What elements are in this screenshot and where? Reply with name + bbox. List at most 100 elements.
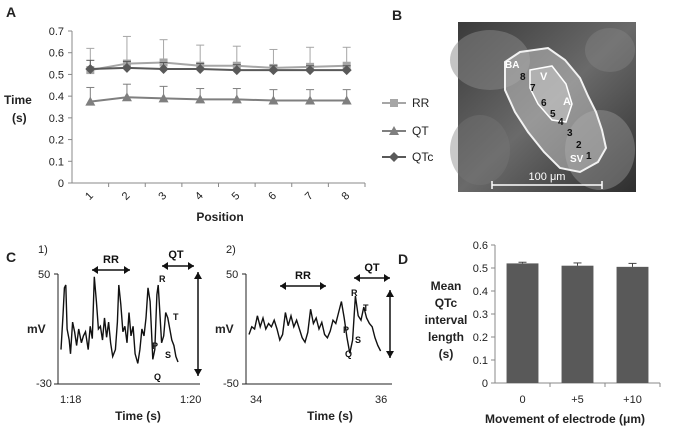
chart-a-qt-line xyxy=(90,96,347,103)
label-6: 6 xyxy=(541,98,547,109)
chart-c2-qt-label: QT xyxy=(364,262,380,274)
chart-a-qtc-line xyxy=(90,66,347,72)
chart-c1-trace xyxy=(60,276,179,364)
chart-a-qtc-point xyxy=(268,65,279,76)
legend-rr-label: RR xyxy=(412,96,430,110)
legend-rr-marker xyxy=(390,99,398,107)
chart-a-xlabel: Position xyxy=(196,210,243,224)
chart-a-ytick-label: 0 xyxy=(58,178,64,190)
chart-c2-xtick-end: 36 xyxy=(375,394,387,406)
panel-d-letter: D xyxy=(398,251,408,267)
chart-c2-xtick-start: 34 xyxy=(250,394,262,406)
chart-c2-p-label: P xyxy=(343,325,349,335)
chart-a-qtc-point xyxy=(195,64,206,74)
label-sv: SV xyxy=(570,154,584,165)
chart-a-qtc-point xyxy=(158,64,169,74)
chart-a-qtc-point xyxy=(305,65,316,76)
chart-a-ytick-label: 0.6 xyxy=(49,48,64,60)
chart-d-ylabel-line: length xyxy=(428,330,464,344)
chart-c1-label: 1) xyxy=(38,244,48,256)
chart-a-ytick-label: 0.5 xyxy=(49,69,64,81)
chart-a-qtc-point xyxy=(121,62,132,73)
label-a: A xyxy=(563,96,571,108)
heart-micrograph: BA V A SV 8 7 6 5 4 3 2 1 100 μm xyxy=(450,22,636,192)
chart-a-ytick-label: 0.3 xyxy=(49,113,64,125)
panel-b-letter: B xyxy=(392,7,402,23)
chart-d-ylabel-line: Mean xyxy=(431,279,462,293)
label-3: 3 xyxy=(567,128,573,139)
chart-a-ylabel-line1: Time xyxy=(4,93,32,107)
chart-d-xlabel: Movement of electrode (μm) xyxy=(485,412,645,426)
chart-a-xtick-label: 5 xyxy=(230,190,243,203)
chart-a-ytick-label: 0.2 xyxy=(49,135,64,147)
chart-a-qt-point xyxy=(195,94,206,104)
chart-c2-s-label: S xyxy=(355,335,361,345)
chart-a-xtick-label: 4 xyxy=(193,190,206,203)
chart-c1-r-label: R xyxy=(159,274,166,284)
chart-c2-ytick-bottom: -50 xyxy=(223,378,239,390)
chart-c2-t-label: T xyxy=(363,303,369,313)
chart-a-legend: RR QT QTc xyxy=(382,96,433,164)
chart-d-ytick-label: 0.3 xyxy=(473,309,488,321)
chart-a-rr-line xyxy=(90,61,347,72)
chart-c2-xlabel: Time (s) xyxy=(307,409,353,423)
chart-c1-q-label: Q xyxy=(154,372,161,382)
panel-a-letter: A xyxy=(6,4,16,20)
chart-c2-ylabel: mV xyxy=(215,322,234,336)
label-4: 4 xyxy=(558,117,564,128)
legend-qtc-marker xyxy=(389,152,399,162)
chart-c2-ytick-top: 50 xyxy=(226,269,238,281)
chart-a-qt-point xyxy=(121,92,132,102)
chart-c1-ytick-bottom: -30 xyxy=(36,378,52,390)
chart-c2-trace xyxy=(248,295,382,354)
chart-d-bar xyxy=(506,263,539,383)
chart-a-xtick-label: 6 xyxy=(266,190,279,203)
chart-d-xtick-label: +10 xyxy=(623,394,642,406)
chart-c2-q-label: Q xyxy=(345,349,352,359)
chart-d-ylabel-line: interval xyxy=(425,313,468,327)
chart-a-qt-point xyxy=(85,96,96,106)
legend-qt-marker xyxy=(389,126,399,135)
chart-d-ytick-label: 0.4 xyxy=(473,286,488,298)
chart-c2: 2) mV 50 -50 34 36 Time (s) RR QT R P S … xyxy=(215,244,394,423)
chart-a-qt-point xyxy=(305,95,316,105)
chart-a-xtick-label: 8 xyxy=(340,190,353,203)
chart-d-ytick-label: 0.6 xyxy=(473,240,488,252)
chart-c1-s-label: S xyxy=(165,350,171,360)
chart-a-qtc-point xyxy=(341,65,352,76)
chart-a-xtick-label: 2 xyxy=(120,190,133,203)
chart-a-qt-point xyxy=(158,93,169,103)
legend-qt-label: QT xyxy=(412,124,429,138)
chart-d-ylabel-line: QTc xyxy=(435,296,458,310)
panel-c-letter: C xyxy=(6,249,16,265)
chart-c2-label: 2) xyxy=(226,244,236,256)
chart-c1-t-label: T xyxy=(173,312,179,322)
chart-d-ylabel-line: (s) xyxy=(439,347,454,361)
chart-c1-rr-label: RR xyxy=(103,254,119,266)
chart-d-bar xyxy=(561,265,594,383)
chart-c1-xtick-end: 1:20 xyxy=(180,394,201,406)
chart-c1-qt-label: QT xyxy=(168,249,184,261)
chart-d-ytick-label: 0.5 xyxy=(473,263,488,275)
chart-a-ytick-label: 0.7 xyxy=(49,26,64,38)
chart-c1: 1) mV 50 -30 1:18 1:20 Time (s) RR QT R … xyxy=(27,244,202,423)
chart-a-xtick-label: 3 xyxy=(156,190,169,203)
chart-a-ylabel-line2: (s) xyxy=(12,111,27,125)
chart-d: Mean QTc interval length (s) Movement of ele… xyxy=(425,240,661,426)
chart-a-ytick-label: 0.4 xyxy=(49,91,64,103)
label-7: 7 xyxy=(530,83,536,94)
chart-c1-xlabel: Time (s) xyxy=(115,409,161,423)
chart-d-ytick-label: 0.2 xyxy=(473,332,488,344)
chart-a-qtc-point xyxy=(231,65,242,76)
chart-a-xtick-label: 1 xyxy=(83,190,96,203)
chart-a-qt-point xyxy=(341,95,352,105)
scale-bar-label: 100 μm xyxy=(529,171,566,183)
label-1: 1 xyxy=(586,151,592,162)
label-5: 5 xyxy=(550,109,556,120)
chart-a-xtick-label: 7 xyxy=(303,190,316,203)
chart-c1-ytick-top: 50 xyxy=(38,269,50,281)
chart-a-qt-point xyxy=(231,94,242,104)
chart-d-ylabel: Mean QTc interval length (s) xyxy=(425,279,468,361)
chart-d-bar xyxy=(616,266,649,383)
